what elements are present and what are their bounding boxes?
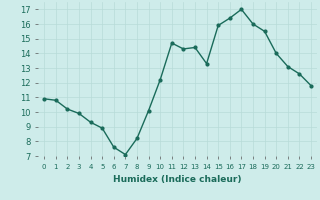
X-axis label: Humidex (Indice chaleur): Humidex (Indice chaleur)	[113, 175, 242, 184]
